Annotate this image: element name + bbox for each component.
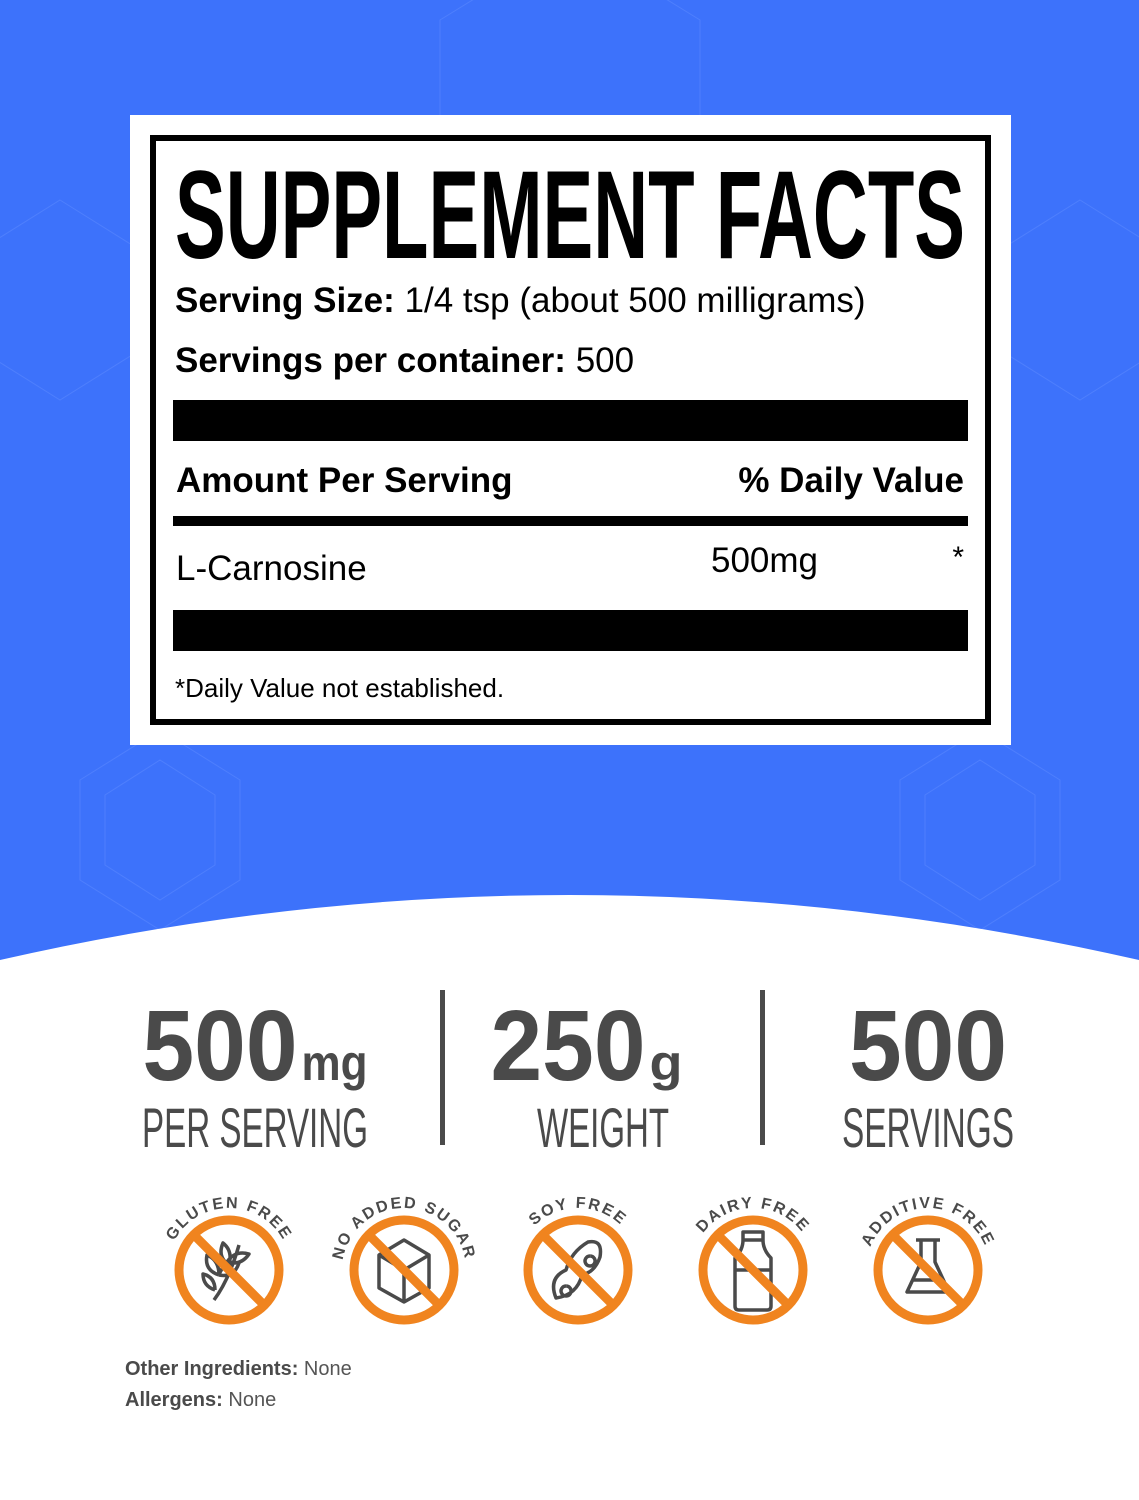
stat-value: 250 — [491, 990, 646, 1102]
stat-divider — [440, 990, 445, 1145]
svg-text:SUPPLEMENT FACTS: SUPPLEMENT FACTS — [175, 161, 965, 266]
prohibited-circle-icon — [349, 1215, 459, 1325]
facts-title: SUPPLEMENT FACTS — [175, 161, 965, 266]
prohibited-circle-icon — [174, 1215, 284, 1325]
allergens: Allergens: None — [125, 1389, 277, 1411]
stat-value: 500 — [849, 990, 1007, 1102]
ingredient-amount: 500mg — [711, 541, 819, 580]
stat-label: PER SERVING — [142, 1096, 368, 1159]
prohibited-circle-icon — [523, 1215, 633, 1325]
prohibited-circle-icon — [873, 1215, 983, 1325]
stat-label: WEIGHT — [537, 1096, 669, 1159]
amount-header: Amount Per Serving — [176, 461, 513, 500]
footnote: *Daily Value not established. — [175, 673, 505, 703]
stat-unit: g — [650, 1035, 683, 1091]
badge-row: GLUTEN FREE NO ADDED SUGAR SOY FREE DAIRY F… — [163, 1195, 996, 1325]
stat-divider — [760, 990, 765, 1145]
wheat-icon — [201, 1241, 251, 1302]
daily-value-header: % Daily Value — [738, 461, 964, 500]
badge-gluten-free: GLUTEN FREE — [163, 1195, 293, 1325]
ingredient-name: L-Carnosine — [176, 549, 367, 588]
serving-size: Serving Size: 1/4 tsp (about 500 milligr… — [175, 281, 866, 320]
stat-label: SERVINGS — [842, 1096, 1014, 1159]
divider-bar — [173, 400, 968, 441]
supplement-facts-panel: SUPPLEMENT FACTS Serving Size: 1/4 tsp (… — [130, 115, 1011, 745]
divider-bar — [173, 610, 968, 651]
prohibited-circle-icon — [698, 1215, 808, 1325]
stat-unit: mg — [302, 1035, 368, 1091]
badge-dairy-free: DAIRY FREE — [693, 1195, 813, 1325]
stat-value: 500 — [143, 990, 298, 1102]
badge-additive-free: ADDITIVE FREE — [858, 1195, 996, 1325]
other-ingredients: Other Ingredients: None — [125, 1358, 352, 1380]
servings-per-container: Servings per container: 500 — [175, 341, 635, 380]
ingredient-daily-value: * — [952, 541, 964, 574]
badge-label: NO ADDED SUGAR — [330, 1195, 478, 1262]
badge-soy-free: SOY FREE — [523, 1195, 633, 1325]
divider-bar — [173, 516, 968, 526]
badge-label: DAIRY FREE — [693, 1195, 813, 1236]
badge-no-added-sugar: NO ADDED SUGAR — [330, 1195, 478, 1325]
